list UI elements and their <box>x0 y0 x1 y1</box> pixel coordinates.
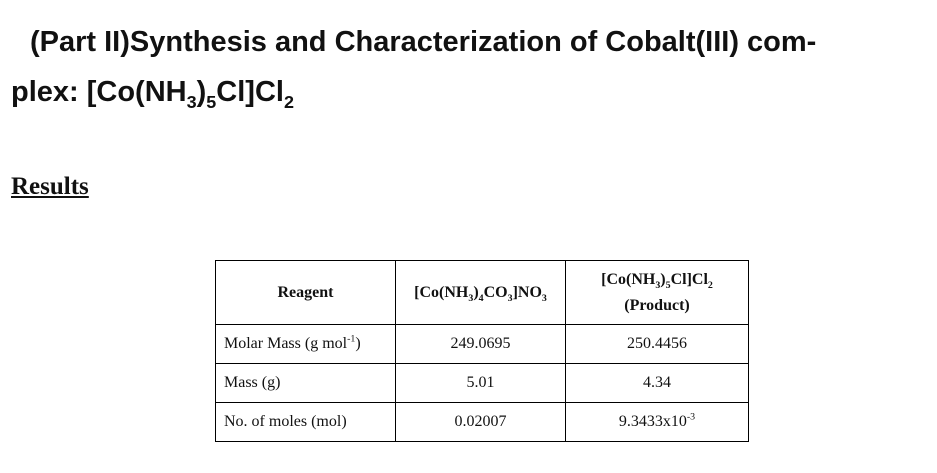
subscript: 2 <box>707 279 713 291</box>
cell-line: [Co(NH3)4CO3]NO3 <box>402 280 559 306</box>
title-line: (Part II)Synthesis and Characterization … <box>30 26 816 59</box>
cell-line: 5.01 <box>402 370 559 396</box>
cell-line: (Product) <box>572 293 742 319</box>
text: [Co(NH <box>414 283 469 301</box>
superscript: -3 <box>686 411 696 423</box>
subscript: 3 <box>507 292 513 304</box>
cell-line: 250.4456 <box>572 331 742 357</box>
header-row: Reagent [Co(NH3)4CO3]NO3 [Co(NH3)5Cl]Cl2 (P… <box>215 260 749 325</box>
text: (Part II)Synthesis and Characterization … <box>30 26 817 58</box>
text: 4.34 <box>643 374 671 391</box>
cell-line: 9.3433x10-3 <box>572 409 742 435</box>
subscript: 3 <box>186 91 197 112</box>
text: 250.4456 <box>627 335 687 352</box>
table-header: Reagent [Co(NH3)4CO3]NO3 [Co(NH3)5Cl]Cl2 (P… <box>215 260 749 325</box>
subscript: 3 <box>655 279 661 291</box>
table-cell: 4.34 <box>565 363 749 403</box>
table-body: Molar Mass (g mol-1) 249.0695 250.4456 Mass… <box>215 324 749 442</box>
table-cell: 249.0695 <box>395 324 566 364</box>
text: ) <box>355 335 361 352</box>
cell-line: No. of moles (mol) <box>224 409 389 435</box>
table-cell: 250.4456 <box>565 324 749 364</box>
cell-line: 249.0695 <box>402 331 559 357</box>
text: Mass (g) <box>224 374 281 391</box>
table-cell: Molar Mass (g mol-1) <box>215 324 396 364</box>
table-row: No. of moles (mol) 0.02007 9.3433x10-3 <box>215 402 749 442</box>
text: ) <box>660 270 666 288</box>
text: [Co(NH <box>601 270 656 288</box>
cell-line: [Co(NH3)5Cl]Cl2 <box>572 267 742 293</box>
table-cell: 0.02007 <box>395 402 566 442</box>
text: 249.0695 <box>450 335 511 352</box>
subscript: 3 <box>468 292 474 304</box>
table-cell: Mass (g) <box>215 363 396 403</box>
header-cell: [Co(NH3)4CO3]NO3 <box>395 260 566 325</box>
text: Cl]Cl <box>670 270 708 288</box>
cell-line: Mass (g) <box>224 370 389 396</box>
table-row: Mass (g) 5.01 4.34 <box>215 363 749 403</box>
text: ) <box>196 76 207 108</box>
text: 9.3433x10 <box>618 413 687 430</box>
cell-line: Reagent <box>222 280 389 306</box>
subscript: 2 <box>283 91 294 112</box>
text: 5.01 <box>466 374 495 391</box>
text: ) <box>473 283 479 301</box>
text: No. of moles (mol) <box>224 413 347 430</box>
text: Cl]Cl <box>216 76 284 108</box>
header-cell: [Co(NH3)5Cl]Cl2 (Product) <box>565 260 749 325</box>
text: ]NO <box>512 283 542 301</box>
text: plex: [Co(NH <box>11 76 187 108</box>
subscript: 3 <box>541 292 547 304</box>
section-heading: Results <box>11 173 89 200</box>
subscript: 5 <box>665 279 671 291</box>
table-cell: 5.01 <box>395 363 566 403</box>
cell-line: Molar Mass (g mol-1) <box>224 331 389 357</box>
results-table: Reagent [Co(NH3)4CO3]NO3 [Co(NH3)5Cl]Cl2 (P… <box>215 260 749 442</box>
subscript: 4 <box>478 292 484 304</box>
subscript: 5 <box>206 91 217 112</box>
cell-line: 4.34 <box>572 370 742 396</box>
text: (Product) <box>624 296 690 314</box>
text: Molar Mass (g mol <box>224 335 348 352</box>
cell-line: 0.02007 <box>402 409 559 435</box>
text: 0.02007 <box>454 413 507 430</box>
table-row: Molar Mass (g mol-1) 249.0695 250.4456 <box>215 324 749 364</box>
text: Reagent <box>277 283 334 301</box>
superscript: -1 <box>347 333 356 345</box>
title-line: plex: [Co(NH3)5Cl]Cl2 <box>11 76 294 112</box>
header-cell: Reagent <box>215 260 396 325</box>
table-cell: No. of moles (mol) <box>215 402 396 442</box>
text: CO <box>483 283 508 301</box>
table-cell: 9.3433x10-3 <box>565 402 749 442</box>
